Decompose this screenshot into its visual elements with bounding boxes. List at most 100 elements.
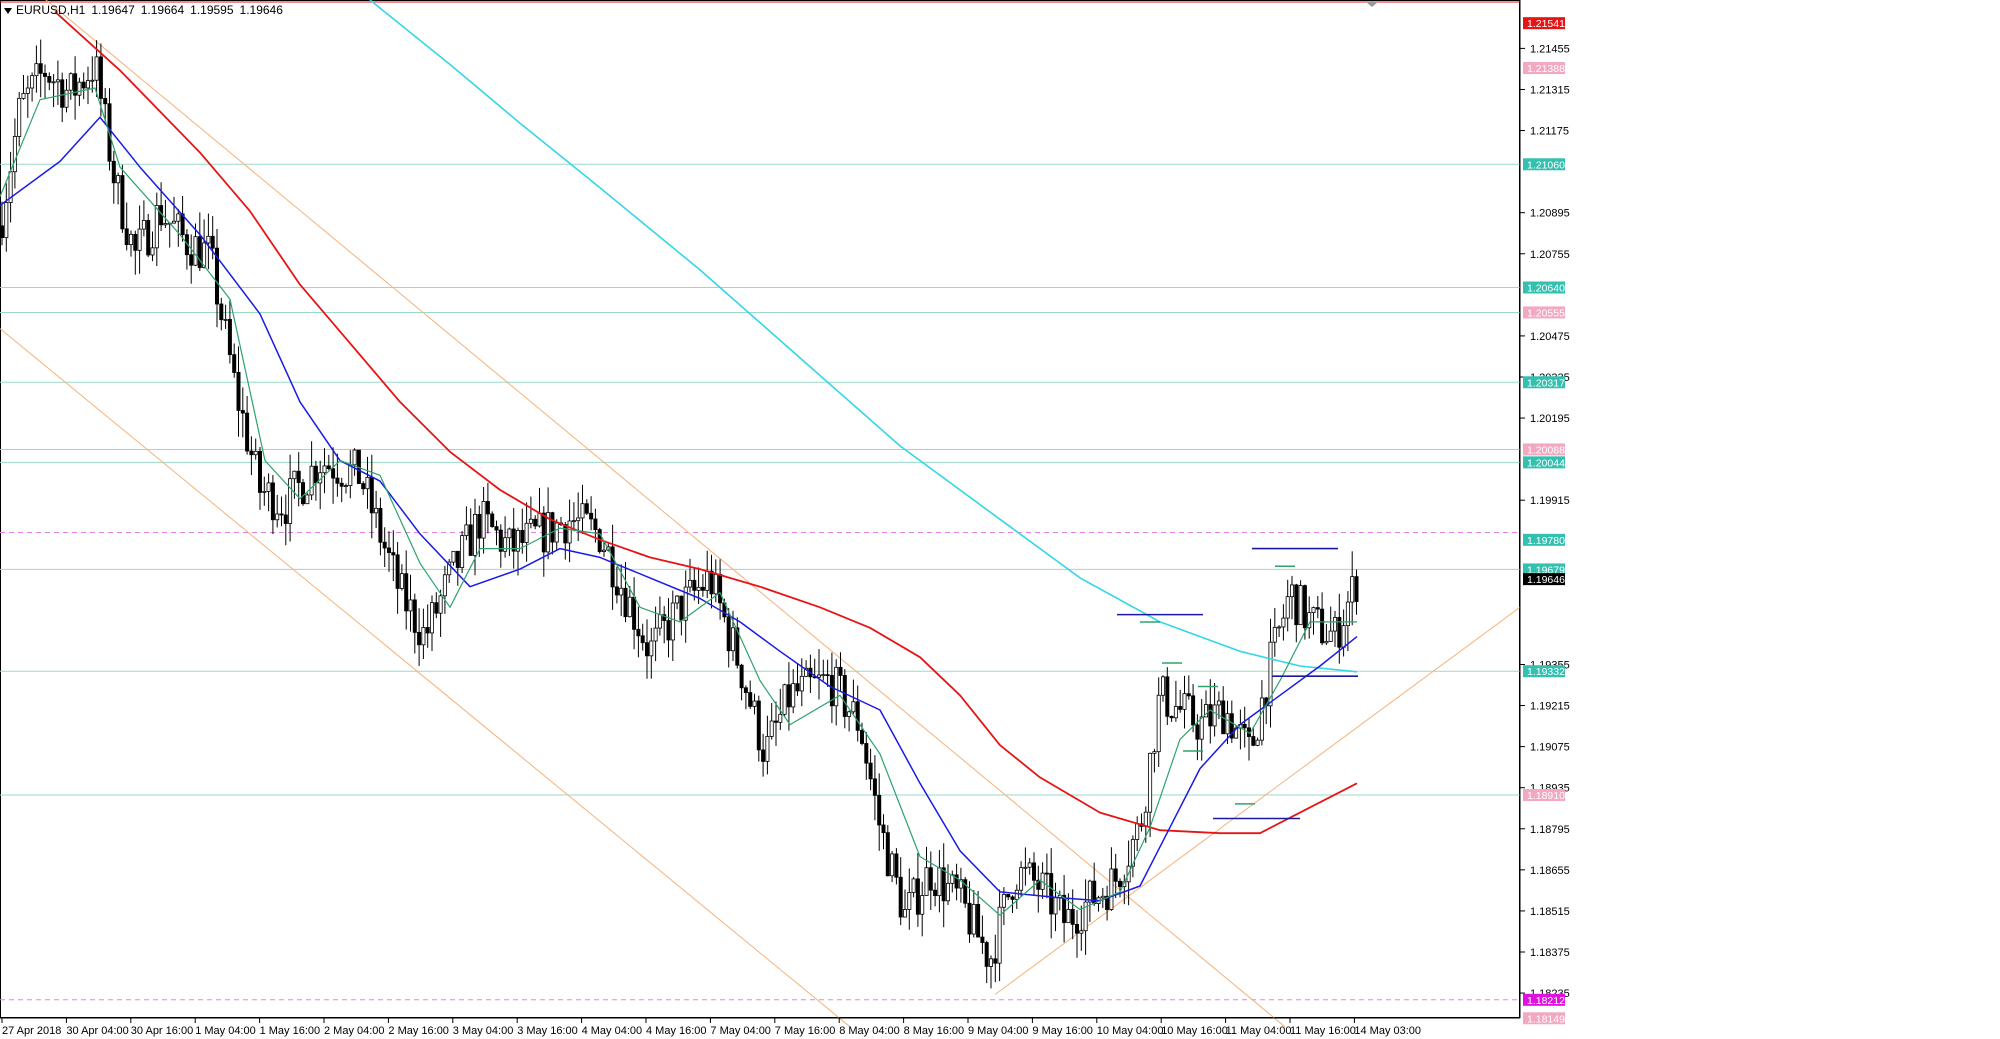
candle[interactable]: [1079, 905, 1084, 951]
candle[interactable]: [791, 669, 796, 714]
candle[interactable]: [993, 934, 998, 983]
candle[interactable]: [365, 456, 370, 509]
candle[interactable]: [1109, 847, 1114, 911]
candle[interactable]: [700, 574, 705, 597]
candle[interactable]: [589, 496, 594, 531]
candle[interactable]: [163, 199, 168, 228]
candle[interactable]: [1044, 853, 1049, 899]
candle[interactable]: [1354, 569, 1359, 615]
candle[interactable]: [795, 663, 800, 696]
candle[interactable]: [511, 508, 516, 569]
candle[interactable]: [1333, 610, 1338, 647]
candle[interactable]: [950, 870, 955, 893]
candle[interactable]: [989, 955, 994, 989]
candle[interactable]: [507, 527, 512, 556]
candle[interactable]: [64, 79, 69, 113]
candle[interactable]: [12, 118, 17, 189]
candle[interactable]: [550, 511, 555, 555]
candle[interactable]: [442, 565, 447, 614]
candle[interactable]: [1152, 748, 1157, 773]
candle[interactable]: [903, 889, 908, 918]
candle[interactable]: [541, 506, 546, 577]
candle[interactable]: [838, 652, 843, 692]
candle[interactable]: [640, 623, 645, 651]
candle[interactable]: [1350, 551, 1355, 626]
candle[interactable]: [4, 183, 9, 252]
candle[interactable]: [245, 396, 250, 455]
candle[interactable]: [774, 701, 779, 746]
candle[interactable]: [1307, 596, 1312, 639]
candle[interactable]: [1182, 675, 1187, 729]
candle[interactable]: [1083, 879, 1088, 955]
candle[interactable]: [963, 876, 968, 908]
candle[interactable]: [997, 889, 1002, 982]
shift-marker-icon[interactable]: [1366, 2, 1378, 7]
candle[interactable]: [954, 863, 959, 901]
candle[interactable]: [976, 890, 981, 938]
candle[interactable]: [1070, 889, 1075, 940]
candle[interactable]: [335, 453, 340, 497]
candle[interactable]: [288, 454, 293, 542]
candle[interactable]: [1014, 884, 1019, 909]
candle[interactable]: [928, 851, 933, 910]
candle[interactable]: [1036, 865, 1041, 913]
candle[interactable]: [1019, 861, 1024, 897]
candle[interactable]: [55, 60, 60, 106]
candle[interactable]: [180, 195, 185, 242]
candle[interactable]: [1100, 887, 1105, 909]
candle[interactable]: [1148, 752, 1153, 837]
candle[interactable]: [1315, 595, 1320, 619]
candle[interactable]: [472, 498, 477, 576]
candle[interactable]: [154, 192, 159, 266]
candle[interactable]: [743, 685, 748, 710]
candle[interactable]: [1023, 847, 1028, 886]
candle[interactable]: [361, 481, 366, 495]
candle[interactable]: [266, 473, 271, 512]
candle[interactable]: [958, 867, 963, 903]
candle[interactable]: [21, 75, 26, 100]
candle[interactable]: [25, 75, 30, 118]
candle[interactable]: [455, 550, 460, 586]
candle[interactable]: [47, 72, 52, 91]
candle[interactable]: [1324, 623, 1329, 645]
candle[interactable]: [86, 66, 91, 105]
candle[interactable]: [825, 659, 830, 687]
candle[interactable]: [116, 172, 121, 205]
candle[interactable]: [17, 91, 22, 147]
candle[interactable]: [202, 219, 207, 269]
candle[interactable]: [1087, 879, 1092, 922]
candle[interactable]: [533, 515, 538, 530]
candle[interactable]: [567, 499, 572, 563]
candle[interactable]: [1204, 690, 1209, 718]
candle[interactable]: [761, 733, 766, 777]
candle[interactable]: [1268, 618, 1273, 728]
candle[interactable]: [1165, 667, 1170, 725]
candle[interactable]: [1242, 706, 1247, 748]
candle[interactable]: [670, 590, 675, 661]
candle[interactable]: [872, 755, 877, 821]
candle[interactable]: [645, 619, 650, 679]
candle[interactable]: [1208, 679, 1213, 744]
candle[interactable]: [623, 562, 628, 623]
candle[interactable]: [868, 748, 873, 791]
candle[interactable]: [309, 441, 314, 501]
candle[interactable]: [1290, 575, 1295, 620]
candle[interactable]: [68, 72, 73, 100]
candle[interactable]: [404, 550, 409, 630]
candle[interactable]: [417, 608, 422, 666]
candle[interactable]: [262, 476, 267, 506]
candle[interactable]: [1027, 858, 1032, 875]
candle[interactable]: [1178, 689, 1183, 713]
candle[interactable]: [352, 448, 357, 476]
candle[interactable]: [756, 695, 761, 762]
candle[interactable]: [197, 212, 202, 271]
candle[interactable]: [580, 484, 585, 534]
candle[interactable]: [1311, 606, 1316, 635]
candle[interactable]: [967, 881, 972, 943]
candle[interactable]: [421, 608, 426, 659]
candle[interactable]: [731, 610, 736, 661]
candle[interactable]: [494, 520, 499, 546]
candle[interactable]: [223, 304, 228, 329]
candle[interactable]: [253, 438, 258, 460]
candle[interactable]: [1191, 684, 1196, 733]
